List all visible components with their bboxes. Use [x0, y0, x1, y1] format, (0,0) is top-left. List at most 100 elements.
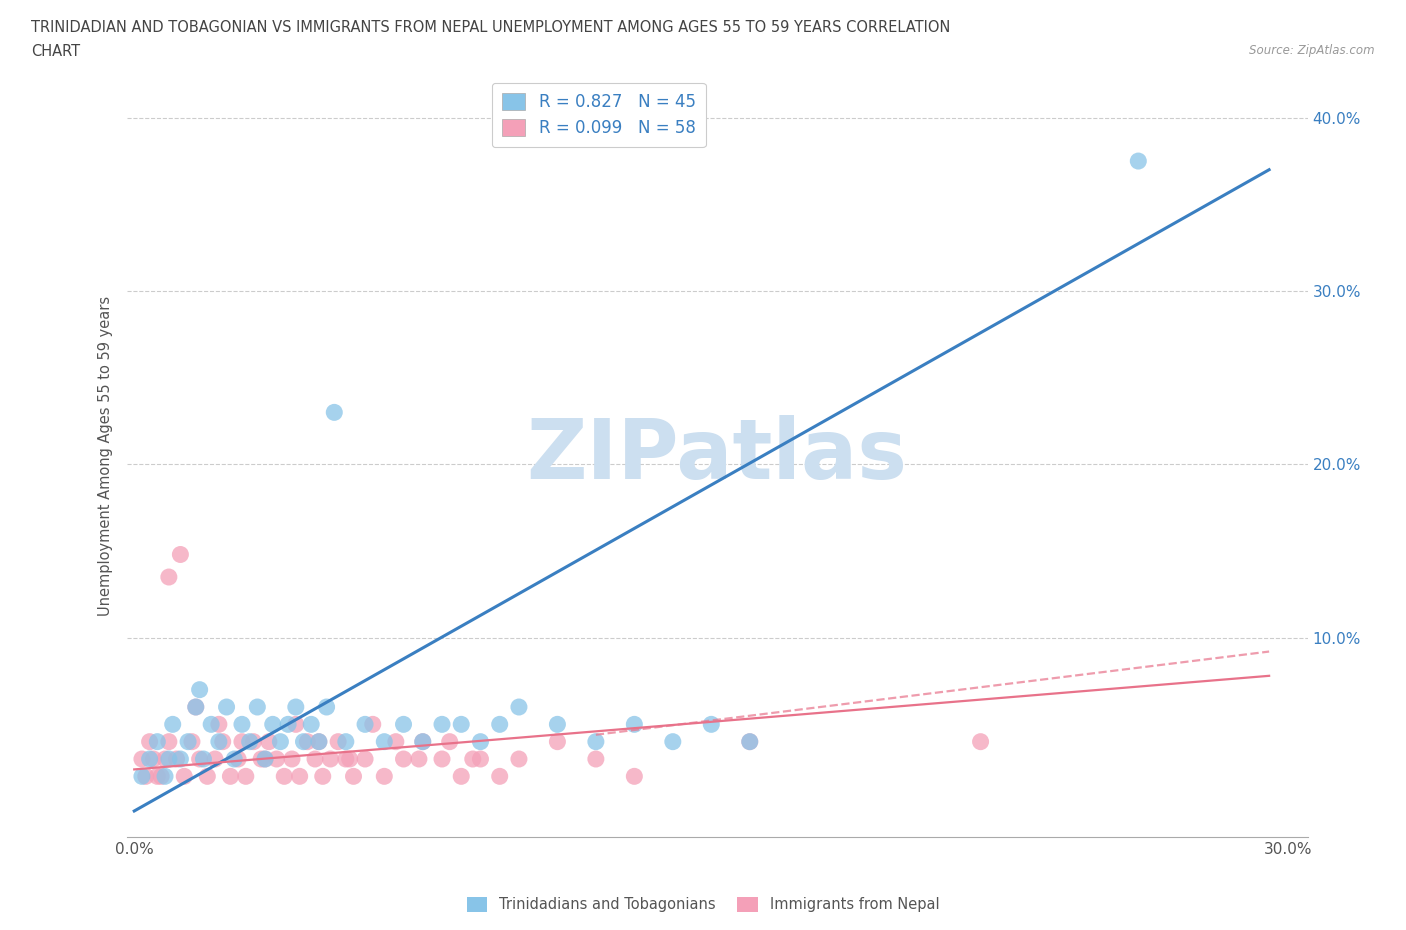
Point — [470, 735, 492, 750]
Point — [262, 717, 284, 732]
Point — [304, 751, 326, 766]
Point — [392, 717, 415, 732]
Point — [430, 751, 453, 766]
Point — [288, 769, 311, 784]
Point — [254, 751, 277, 766]
Point — [461, 751, 484, 766]
Point — [257, 735, 280, 750]
Point — [150, 769, 173, 784]
Legend: R = 0.827   N = 45, R = 0.099   N = 58: R = 0.827 N = 45, R = 0.099 N = 58 — [492, 83, 706, 147]
Point — [585, 735, 607, 750]
Point — [231, 735, 253, 750]
Point — [738, 735, 761, 750]
Point — [299, 717, 322, 732]
Point — [488, 769, 510, 784]
Point — [284, 717, 307, 732]
Point — [246, 699, 269, 714]
Point — [177, 735, 200, 750]
Point — [193, 751, 215, 766]
Point — [181, 735, 204, 750]
Point — [373, 769, 395, 784]
Point — [412, 735, 434, 750]
Point — [281, 751, 304, 766]
Point — [342, 769, 364, 784]
Point — [470, 751, 492, 766]
Point — [284, 699, 307, 714]
Text: TRINIDADIAN AND TOBAGONIAN VS IMMIGRANTS FROM NEPAL UNEMPLOYMENT AMONG AGES 55 T: TRINIDADIAN AND TOBAGONIAN VS IMMIGRANTS… — [31, 20, 950, 35]
Point — [319, 751, 342, 766]
Point — [208, 717, 231, 732]
Legend: Trinidadians and Tobagonians, Immigrants from Nepal: Trinidadians and Tobagonians, Immigrants… — [461, 891, 945, 918]
Point — [354, 717, 377, 732]
Point — [131, 769, 153, 784]
Point — [335, 735, 357, 750]
Point — [184, 699, 207, 714]
Point — [208, 735, 231, 750]
Point — [188, 683, 211, 698]
Text: ZIPatlas: ZIPatlas — [527, 415, 907, 497]
Point — [392, 751, 415, 766]
Point — [439, 735, 461, 750]
Point — [361, 717, 384, 732]
Point — [508, 751, 530, 766]
Point — [297, 735, 319, 750]
Point — [157, 735, 180, 750]
Point — [169, 547, 191, 562]
Point — [162, 717, 184, 732]
Point — [146, 735, 169, 750]
Point — [266, 751, 288, 766]
Point — [157, 751, 180, 766]
Point — [254, 751, 277, 766]
Point — [211, 735, 233, 750]
Point — [408, 751, 430, 766]
Point — [153, 769, 176, 784]
Point — [131, 751, 153, 766]
Point — [623, 717, 645, 732]
Point — [308, 735, 330, 750]
Point — [153, 751, 176, 766]
Point — [488, 717, 510, 732]
Point — [312, 769, 335, 784]
Point — [146, 769, 169, 784]
Text: CHART: CHART — [31, 44, 80, 59]
Point — [142, 751, 165, 766]
Point — [292, 735, 315, 750]
Point — [585, 751, 607, 766]
Point — [242, 735, 264, 750]
Point — [326, 735, 349, 750]
Point — [969, 735, 991, 750]
Point — [250, 751, 273, 766]
Point — [166, 751, 188, 766]
Point — [138, 735, 160, 750]
Point — [200, 717, 222, 732]
Point — [239, 735, 262, 750]
Point — [204, 751, 226, 766]
Point — [224, 751, 246, 766]
Point — [373, 735, 395, 750]
Point — [173, 769, 195, 784]
Point — [323, 405, 346, 419]
Point — [662, 735, 685, 750]
Point — [623, 769, 645, 784]
Point — [450, 717, 472, 732]
Point — [1128, 153, 1150, 168]
Point — [354, 751, 377, 766]
Point — [430, 717, 453, 732]
Point — [335, 751, 357, 766]
Point — [738, 735, 761, 750]
Point — [546, 717, 568, 732]
Point — [273, 769, 295, 784]
Point — [195, 769, 218, 784]
Point — [215, 699, 238, 714]
Point — [226, 751, 249, 766]
Point — [157, 569, 180, 584]
Point — [184, 699, 207, 714]
Point — [135, 769, 157, 784]
Point — [339, 751, 361, 766]
Point — [450, 769, 472, 784]
Point — [385, 735, 408, 750]
Y-axis label: Unemployment Among Ages 55 to 59 years: Unemployment Among Ages 55 to 59 years — [98, 296, 114, 616]
Point — [508, 699, 530, 714]
Text: Source: ZipAtlas.com: Source: ZipAtlas.com — [1250, 44, 1375, 57]
Point — [412, 735, 434, 750]
